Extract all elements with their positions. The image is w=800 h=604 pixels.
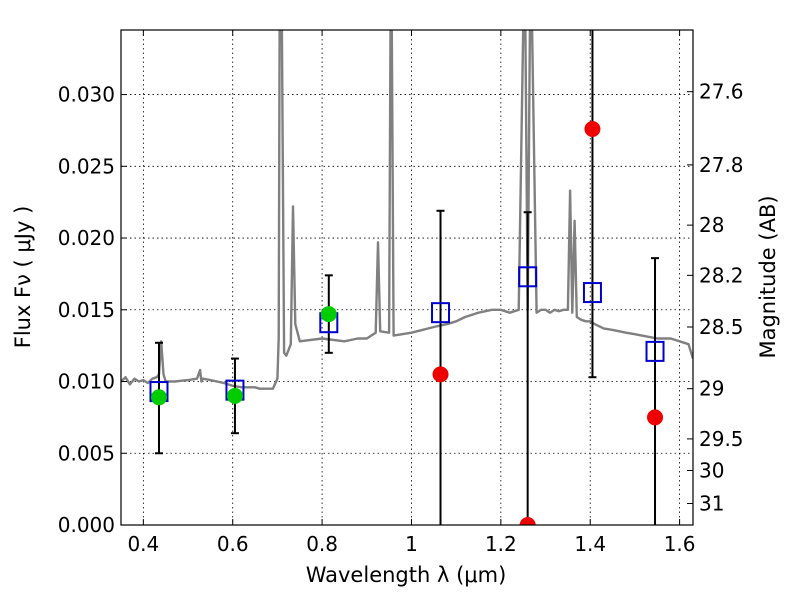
axis-ticks: 0.4 0.6 0.8 1 1.2 1.4 1.6 0.000 0.005 0.010 0.015 0… xyxy=(58,30,744,556)
limit-point xyxy=(432,366,449,383)
y-tick-label: 0.025 xyxy=(58,154,115,178)
template-spectrum-line xyxy=(121,30,693,390)
x-tick-label: 1.6 xyxy=(664,532,696,556)
y-tick-label: 0.020 xyxy=(58,226,115,250)
plot-area xyxy=(121,30,693,525)
limit-point xyxy=(584,121,601,137)
model-square-marker xyxy=(431,302,451,324)
y-tick-label: 0.005 xyxy=(58,441,115,465)
plot-frame xyxy=(120,29,694,526)
limit-point xyxy=(647,409,664,426)
y-axis-title: Flux Fν ( μJy ) xyxy=(11,206,35,349)
right-tick-label: 31 xyxy=(699,491,724,515)
x-tick-label: 0.6 xyxy=(217,532,249,556)
y-tick-label: 0.000 xyxy=(58,513,115,537)
model-square-marker xyxy=(645,340,665,362)
right-axis-title: Magnitude (AB) xyxy=(756,195,780,358)
y-tick-label: 0.010 xyxy=(58,370,115,394)
x-tick-label: 1.4 xyxy=(574,532,606,556)
limit-point xyxy=(519,517,536,525)
right-tick-label: 28 xyxy=(699,213,724,237)
grid-lines xyxy=(121,30,693,526)
model-square-marker xyxy=(518,266,538,288)
right-tick-label: 29 xyxy=(699,377,724,401)
right-tick-label: 30 xyxy=(699,458,724,482)
y-tick-label: 0.015 xyxy=(58,298,115,322)
x-tick-label: 0.8 xyxy=(306,532,338,556)
right-tick-label: 29.5 xyxy=(699,427,744,451)
right-tick-label: 27.6 xyxy=(699,80,744,104)
y-tick-label: 0.030 xyxy=(58,83,115,107)
x-tick-label: 1 xyxy=(405,532,418,556)
right-tick-label: 28.5 xyxy=(699,315,744,339)
detection-point xyxy=(320,306,337,323)
right-tick-label: 27.8 xyxy=(699,153,744,177)
right-tick-label: 28.2 xyxy=(699,263,744,287)
detection-point xyxy=(226,387,243,404)
model-square-marker xyxy=(582,282,602,304)
detection-point xyxy=(150,389,167,406)
x-tick-label: 0.4 xyxy=(127,532,159,556)
x-axis-title: Wavelength λ (μm) xyxy=(306,563,507,587)
x-tick-label: 1.2 xyxy=(485,532,517,556)
